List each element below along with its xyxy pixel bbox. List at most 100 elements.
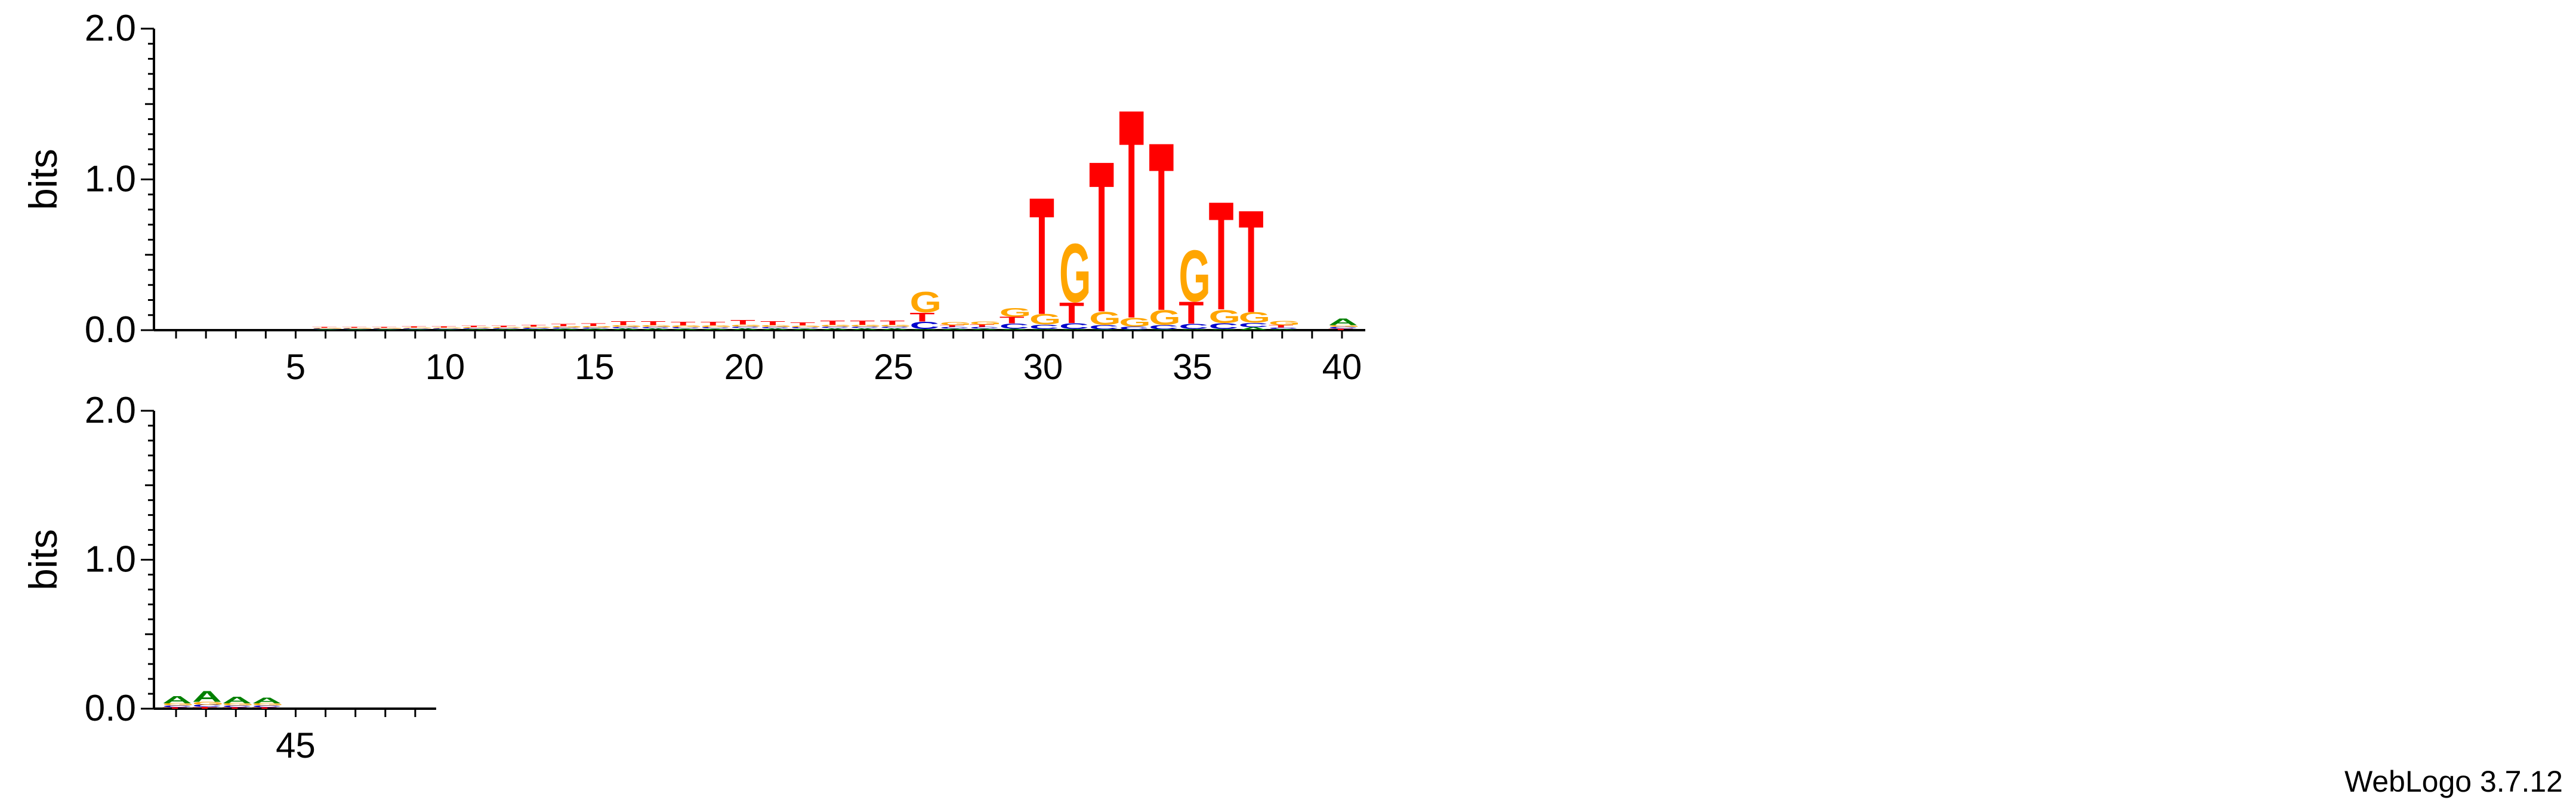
glyph-C: C [730,326,760,328]
glyph-C: C [820,327,850,329]
glyph-G: G [1269,319,1301,327]
glyph-G: G [880,324,912,327]
glyph-C: C [312,328,342,330]
glyph-T: T [461,325,486,328]
glyph-C: C [671,327,701,328]
glyph-T: T [252,707,277,709]
glyph-G: G [372,328,404,329]
y-tick-label: 0.0 [85,309,136,350]
x-tick-label: 15 [575,347,615,387]
glyph-A: A [461,329,491,331]
glyph-C: C [431,328,461,330]
glyph-A: A [820,328,850,331]
glyph-T: T [342,327,367,328]
glyph-A: A [910,329,940,331]
glyph-C: C [402,328,431,330]
glyph-G: G [162,703,195,706]
glyph-C: C [970,327,999,330]
glyph-G: G [491,327,523,329]
glyph-T: T [162,707,187,709]
weblogo-credit: WebLogo 3.7.12 [2344,765,2563,798]
glyph-T: T [521,324,546,327]
glyph-C: C [999,322,1029,331]
x-tick-label: 40 [1322,347,1362,387]
glyph-A: A [1119,330,1149,331]
glyph-A: A [1149,329,1179,330]
glyph-C: C [760,327,790,328]
glyph-A: A [312,329,342,330]
glyph-T: T [1089,117,1114,358]
glyph-C: C [521,328,551,330]
x-tick-label: 45 [276,725,316,765]
glyph-C: C [491,328,521,329]
glyph-G: G [431,327,464,328]
glyph-A: A [880,328,909,331]
glyph-A: A [999,328,1029,331]
glyph-T: T [222,707,247,709]
glyph-G: G [1149,306,1181,330]
glyph-C: C [880,327,909,329]
glyph-C: C [372,328,402,330]
glyph-G: G [790,325,822,328]
glyph-T: T [1179,296,1204,330]
glyph-G: G [222,703,254,706]
glyph-T: T [760,321,785,327]
glyph-A: A [252,696,282,705]
glyph-T: T [999,315,1025,325]
glyph-G: G [581,325,613,328]
y-tick-label: 0.0 [85,688,136,729]
glyph-C: C [701,327,730,328]
glyph-A: A [1328,316,1358,327]
glyph-A: A [1059,329,1089,331]
glyph-C: C [222,705,252,708]
glyph-G: G [402,327,434,328]
glyph-C: C [1089,324,1119,331]
glyph-A: A [1209,329,1239,331]
x-tick-label: 5 [286,347,306,387]
glyph-G: G [461,327,493,329]
glyph-G: G [611,325,643,328]
glyph-C: C [1119,326,1149,331]
y-tick-label: 2.0 [85,8,136,49]
glyph-A: A [551,328,581,330]
glyph-T: T [1029,163,1054,350]
glyph-A: A [850,328,880,331]
glyph-G: G [910,286,942,319]
glyph-T: T [402,326,427,328]
glyph-C: C [342,328,372,330]
glyph-A: A [402,329,431,330]
glyph-G: G [970,321,1002,325]
glyph-T: T [671,321,696,327]
glyph-A: A [671,328,701,331]
glyph-T: T [312,327,337,328]
glyph-T: T [940,325,965,328]
glyph-G: G [1328,325,1361,328]
glyph-T: T [491,325,516,328]
glyph-C: C [551,327,581,329]
glyph-G: G [1059,227,1091,320]
glyph-A: A [162,694,192,705]
glyph-C: C [1059,321,1089,331]
glyph-A: A [611,328,641,331]
glyph-T: T [790,321,815,327]
glyph-G: G [701,325,733,328]
glyph-T: T [880,319,905,327]
glyph-G: G [312,328,344,329]
